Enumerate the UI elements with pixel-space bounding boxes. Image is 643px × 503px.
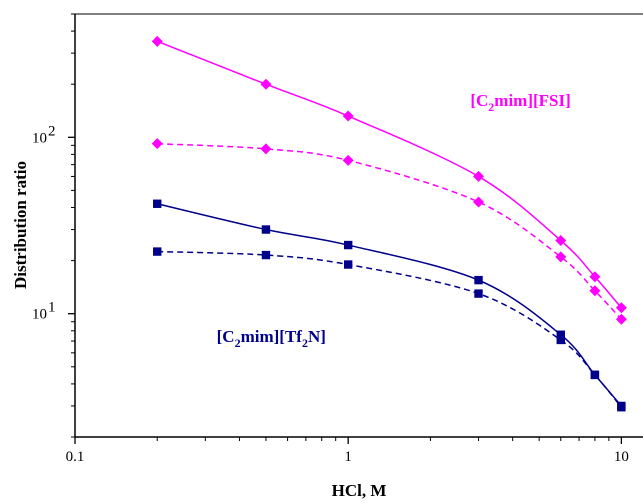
data-point <box>343 240 353 250</box>
data-point <box>615 313 627 325</box>
data-point <box>260 78 272 90</box>
y-tick-exponent: 1 <box>48 300 56 316</box>
data-point <box>474 289 483 298</box>
data-point <box>555 234 567 246</box>
data-point <box>261 250 271 260</box>
y-tick-label: 10 <box>32 130 47 146</box>
data-point <box>343 260 353 269</box>
y-tick-exponent: 2 <box>48 123 56 139</box>
data-point <box>473 196 485 208</box>
data-point <box>260 143 272 155</box>
data-point <box>615 302 627 314</box>
data-point <box>153 247 162 256</box>
data-point <box>617 403 626 412</box>
data-point <box>555 251 567 263</box>
x-tick-label: 1 <box>344 449 352 465</box>
data-point <box>589 271 601 283</box>
y-axis-title: Distribution ratio <box>11 161 30 289</box>
series-annotation-fsi: [C2mim][FSI] <box>470 91 570 114</box>
data-point <box>153 199 162 208</box>
data-point <box>342 110 354 122</box>
x-tick-label: 10 <box>614 449 629 465</box>
series-line <box>157 203 622 407</box>
data-point <box>556 330 565 339</box>
x-tick-label: 0.1 <box>66 449 85 465</box>
data-point <box>473 170 485 182</box>
data-point <box>589 285 601 297</box>
annotations: [C2mim][FSI] [C2mim][Tf2N] <box>217 91 571 350</box>
data-point <box>590 370 600 380</box>
series-line <box>156 40 622 309</box>
y-tick-label: 10 <box>32 307 47 323</box>
data-point <box>474 275 483 285</box>
data-point <box>261 225 271 234</box>
plot-area <box>151 35 627 412</box>
data-point <box>151 138 163 150</box>
data-point <box>151 35 163 47</box>
series-annotation-tf2n: [C2mim][Tf2N] <box>217 327 326 350</box>
data-point <box>342 154 354 166</box>
data-point <box>556 335 565 345</box>
x-axis-title: HCl, M <box>332 481 387 500</box>
series-line <box>157 142 622 320</box>
